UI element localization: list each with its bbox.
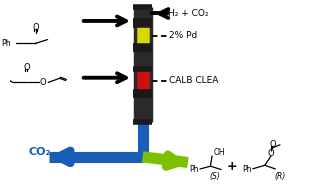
Text: CALB CLEA: CALB CLEA (169, 76, 218, 85)
Text: (S): (S) (210, 172, 221, 181)
Text: Ph: Ph (189, 165, 198, 174)
Text: CO₂: CO₂ (28, 147, 50, 157)
Text: Ph: Ph (2, 39, 12, 48)
Text: O: O (269, 140, 276, 149)
Text: O: O (40, 78, 46, 87)
Text: O: O (32, 23, 39, 32)
Text: Ph: Ph (242, 165, 251, 174)
Text: O: O (23, 63, 30, 72)
Text: H₂ + CO₂: H₂ + CO₂ (168, 9, 209, 18)
Text: O: O (268, 149, 274, 158)
Text: 2% Pd: 2% Pd (169, 31, 198, 40)
Text: (R): (R) (274, 172, 285, 181)
Text: OH: OH (213, 148, 225, 157)
Text: +: + (226, 160, 237, 173)
